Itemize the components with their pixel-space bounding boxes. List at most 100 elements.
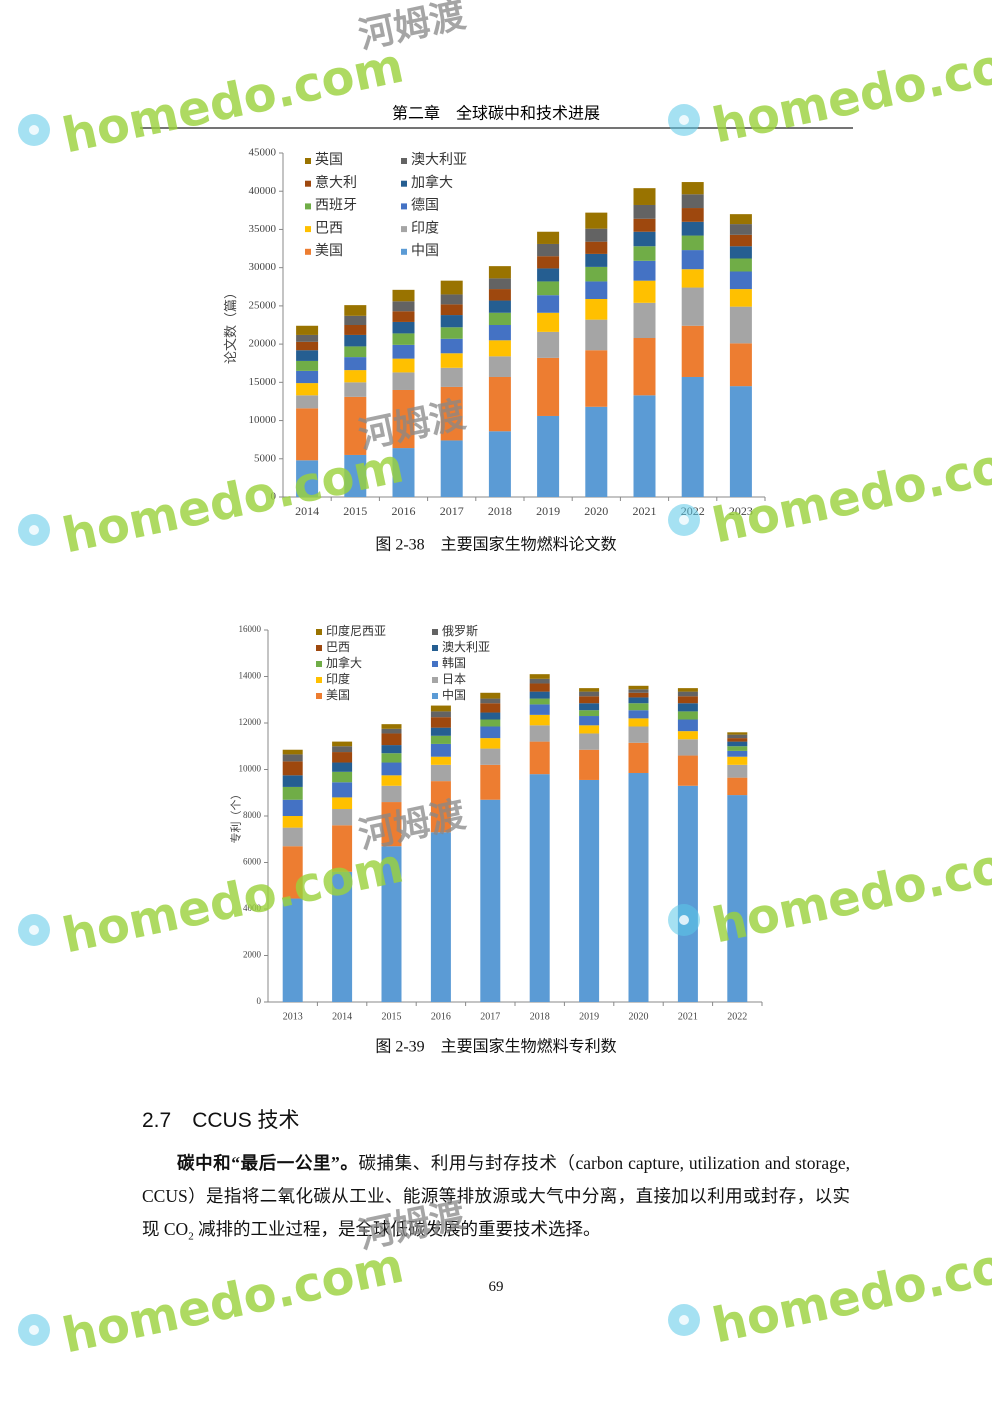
bar-segment	[633, 246, 656, 261]
bar-segment	[633, 337, 656, 396]
legend-label: 英国	[315, 151, 343, 168]
figure-caption: 图 2-39 主要国家生物燃料专利数	[375, 1038, 616, 1056]
bar-segment	[332, 871, 353, 1002]
bar-segment	[480, 764, 501, 800]
bar-segment	[282, 786, 303, 800]
bar-segment	[332, 741, 353, 747]
bar-segment	[392, 448, 415, 497]
legend-label: 巴西	[315, 221, 343, 236]
bar-segment	[392, 333, 415, 345]
bar-segment	[392, 321, 415, 334]
y-tick-label: 25000	[249, 299, 277, 311]
bar-segment	[440, 315, 463, 328]
bar-segment	[381, 775, 402, 786]
y-tick-label: 8000	[243, 810, 262, 820]
bar-segment	[529, 674, 550, 679]
bar-segment	[430, 743, 451, 757]
x-tick-label: 2017	[480, 1011, 500, 1022]
bar-segment	[677, 719, 698, 732]
bar-segment	[488, 300, 511, 313]
bar-segment	[332, 762, 353, 772]
y-tick-label: 4000	[243, 903, 262, 913]
legend-label: 德国	[411, 198, 439, 214]
bar-segment	[344, 334, 367, 347]
bar-segment	[677, 696, 698, 704]
bar-segment	[480, 738, 501, 749]
bar-segment	[727, 750, 748, 757]
bar-segment	[585, 241, 608, 254]
bar-segment	[480, 703, 501, 713]
bar-segment	[344, 396, 367, 455]
bar-segment	[537, 312, 560, 332]
bar-segment	[430, 727, 451, 736]
bar-segment	[282, 749, 303, 755]
bar-segment	[282, 827, 303, 847]
bar-segment	[344, 315, 367, 325]
bar-segment	[392, 289, 415, 302]
bar-segment	[488, 266, 511, 279]
paragraph-text: 减排的工业过程，是全球低碳发展的重要技术选择。	[193, 1219, 601, 1239]
bar-segment	[440, 440, 463, 497]
legend-swatch	[401, 203, 407, 210]
y-tick-label: 10000	[249, 414, 277, 426]
bar-segment	[296, 325, 319, 335]
legend-label: 中国	[442, 687, 466, 702]
y-tick-label: 40000	[249, 185, 277, 197]
bar-segment	[296, 334, 319, 342]
x-tick-label: 2022	[681, 504, 705, 518]
bar-segment	[392, 311, 415, 322]
page-number: 69	[488, 1279, 504, 1295]
bar-segment	[529, 714, 550, 726]
bar-segment	[440, 367, 463, 387]
y-tick-label: 35000	[249, 223, 277, 235]
bar-segment	[729, 214, 752, 225]
x-tick-label: 2021	[633, 504, 657, 518]
bar-segment	[729, 343, 752, 387]
bar-segment	[677, 755, 698, 786]
bar-segment	[529, 774, 550, 1002]
legend-label: 西班牙	[315, 198, 357, 214]
bar-segment	[729, 289, 752, 307]
bar-segment	[392, 372, 415, 390]
legend-swatch	[305, 180, 311, 187]
bar-segment	[282, 799, 303, 816]
bar-segment	[537, 231, 560, 244]
bar-segment	[633, 395, 656, 497]
legend-label: 意大利	[315, 174, 357, 191]
bar-segment	[282, 846, 303, 899]
bar-segment	[282, 761, 303, 776]
bar-segment	[381, 802, 402, 847]
bar-segment	[681, 287, 704, 326]
bar-segment	[579, 688, 600, 692]
bar-segment	[296, 350, 319, 361]
legend-label: 中国	[411, 243, 439, 259]
bar-segment	[381, 785, 402, 803]
bar-segment	[296, 460, 319, 497]
bar-segment	[729, 224, 752, 235]
y-axis-label: 专利（个）	[229, 789, 243, 844]
bar-segment	[633, 280, 656, 303]
y-tick-label: 15000	[249, 376, 277, 388]
bar-segment	[430, 764, 451, 782]
bar-segment	[381, 745, 402, 754]
bar-segment	[628, 689, 649, 693]
bar-segment	[440, 338, 463, 354]
bar-segment	[344, 346, 367, 358]
bar-segment	[727, 764, 748, 778]
legend-label: 日本	[442, 672, 466, 686]
bar-segment	[488, 340, 511, 357]
bar-segment	[392, 389, 415, 449]
bar-segment	[282, 775, 303, 787]
x-tick-label: 2015	[382, 1011, 402, 1022]
bar-segment	[727, 795, 748, 1002]
legend-swatch	[316, 661, 322, 667]
bar-segment	[344, 357, 367, 371]
bar-segment	[628, 710, 649, 719]
bar-segment	[729, 306, 752, 344]
bar-segment	[381, 846, 402, 1002]
bar-segment	[633, 302, 656, 338]
bar-segment	[344, 305, 367, 316]
bar-segment	[332, 752, 353, 763]
bar-segment	[480, 692, 501, 699]
bar-segment	[579, 691, 600, 697]
